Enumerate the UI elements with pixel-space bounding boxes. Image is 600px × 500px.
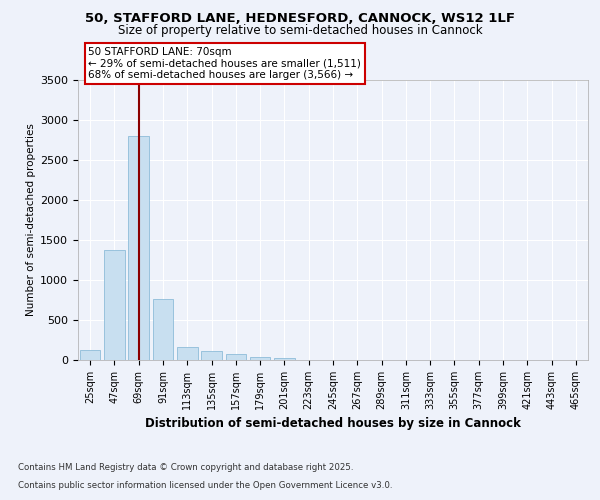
- Bar: [80, 350, 100, 360]
- Bar: [274, 358, 295, 360]
- Text: 50, STAFFORD LANE, HEDNESFORD, CANNOCK, WS12 1LF: 50, STAFFORD LANE, HEDNESFORD, CANNOCK, …: [85, 12, 515, 26]
- Bar: [250, 357, 271, 360]
- Bar: [152, 299, 173, 360]
- Bar: [226, 354, 246, 360]
- Bar: [104, 250, 125, 360]
- Text: Contains public sector information licensed under the Open Government Licence v3: Contains public sector information licen…: [18, 481, 392, 490]
- Bar: [201, 351, 222, 360]
- Text: Contains HM Land Registry data © Crown copyright and database right 2025.: Contains HM Land Registry data © Crown c…: [18, 464, 353, 472]
- Y-axis label: Number of semi-detached properties: Number of semi-detached properties: [26, 124, 36, 316]
- Bar: [177, 347, 197, 360]
- Text: 50 STAFFORD LANE: 70sqm
← 29% of semi-detached houses are smaller (1,511)
68% of: 50 STAFFORD LANE: 70sqm ← 29% of semi-de…: [88, 47, 361, 80]
- X-axis label: Distribution of semi-detached houses by size in Cannock: Distribution of semi-detached houses by …: [145, 418, 521, 430]
- Text: Size of property relative to semi-detached houses in Cannock: Size of property relative to semi-detach…: [118, 24, 482, 37]
- Bar: [128, 136, 149, 360]
